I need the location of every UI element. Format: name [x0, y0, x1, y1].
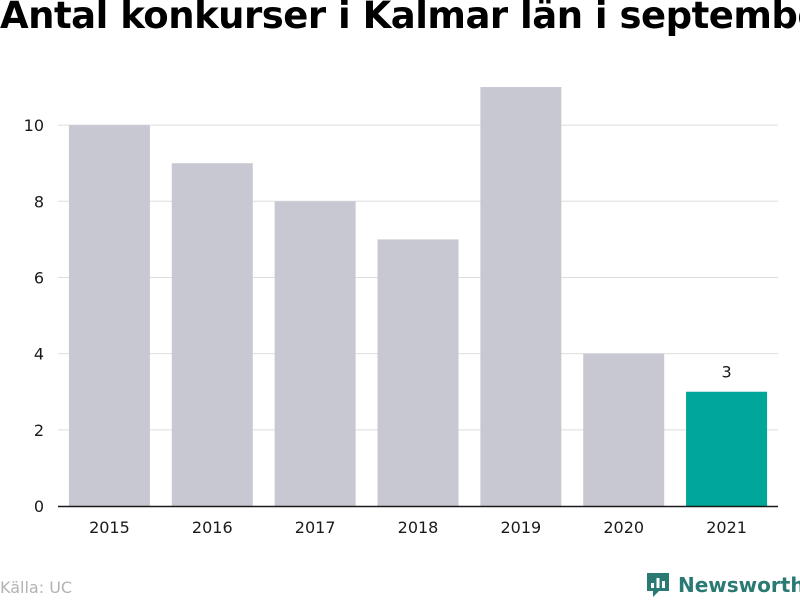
chart-title: Antal konkurser i Kalmar län i september — [0, 0, 800, 37]
data-label: 3 — [721, 363, 731, 382]
brand-logo: Newsworthy — [645, 569, 800, 601]
bar-2020 — [583, 353, 665, 506]
bar-2018 — [377, 239, 459, 507]
brand-name: Newsworthy — [678, 573, 800, 597]
y-tick-label: 6 — [34, 268, 44, 287]
bar-2016 — [171, 163, 253, 506]
labels: 0 2 4 6 8 10 2015 2016 2017 2018 2019 2020 2021 3 — [24, 116, 747, 537]
x-tick-label: 2020 — [603, 518, 644, 537]
bar-2021 — [686, 391, 768, 506]
x-tick-label: 2019 — [500, 518, 541, 537]
bars — [68, 87, 768, 507]
x-tick-label: 2021 — [706, 518, 747, 537]
x-tick-label: 2015 — [89, 518, 130, 537]
source-note: Källa: UC — [0, 578, 73, 597]
y-tick-label: 4 — [34, 345, 44, 364]
x-tick-label: 2016 — [192, 518, 233, 537]
y-tick-label: 10 — [24, 116, 44, 135]
bar-2015 — [68, 125, 150, 506]
y-tick-label: 8 — [34, 192, 44, 211]
newsworthy-logo-icon — [647, 573, 669, 597]
x-tick-label: 2018 — [398, 518, 439, 537]
bar-2019 — [480, 87, 562, 506]
y-tick-label: 0 — [34, 497, 44, 516]
x-tick-label: 2017 — [295, 518, 336, 537]
y-tick-label: 2 — [34, 421, 44, 440]
bar-2017 — [274, 201, 356, 506]
